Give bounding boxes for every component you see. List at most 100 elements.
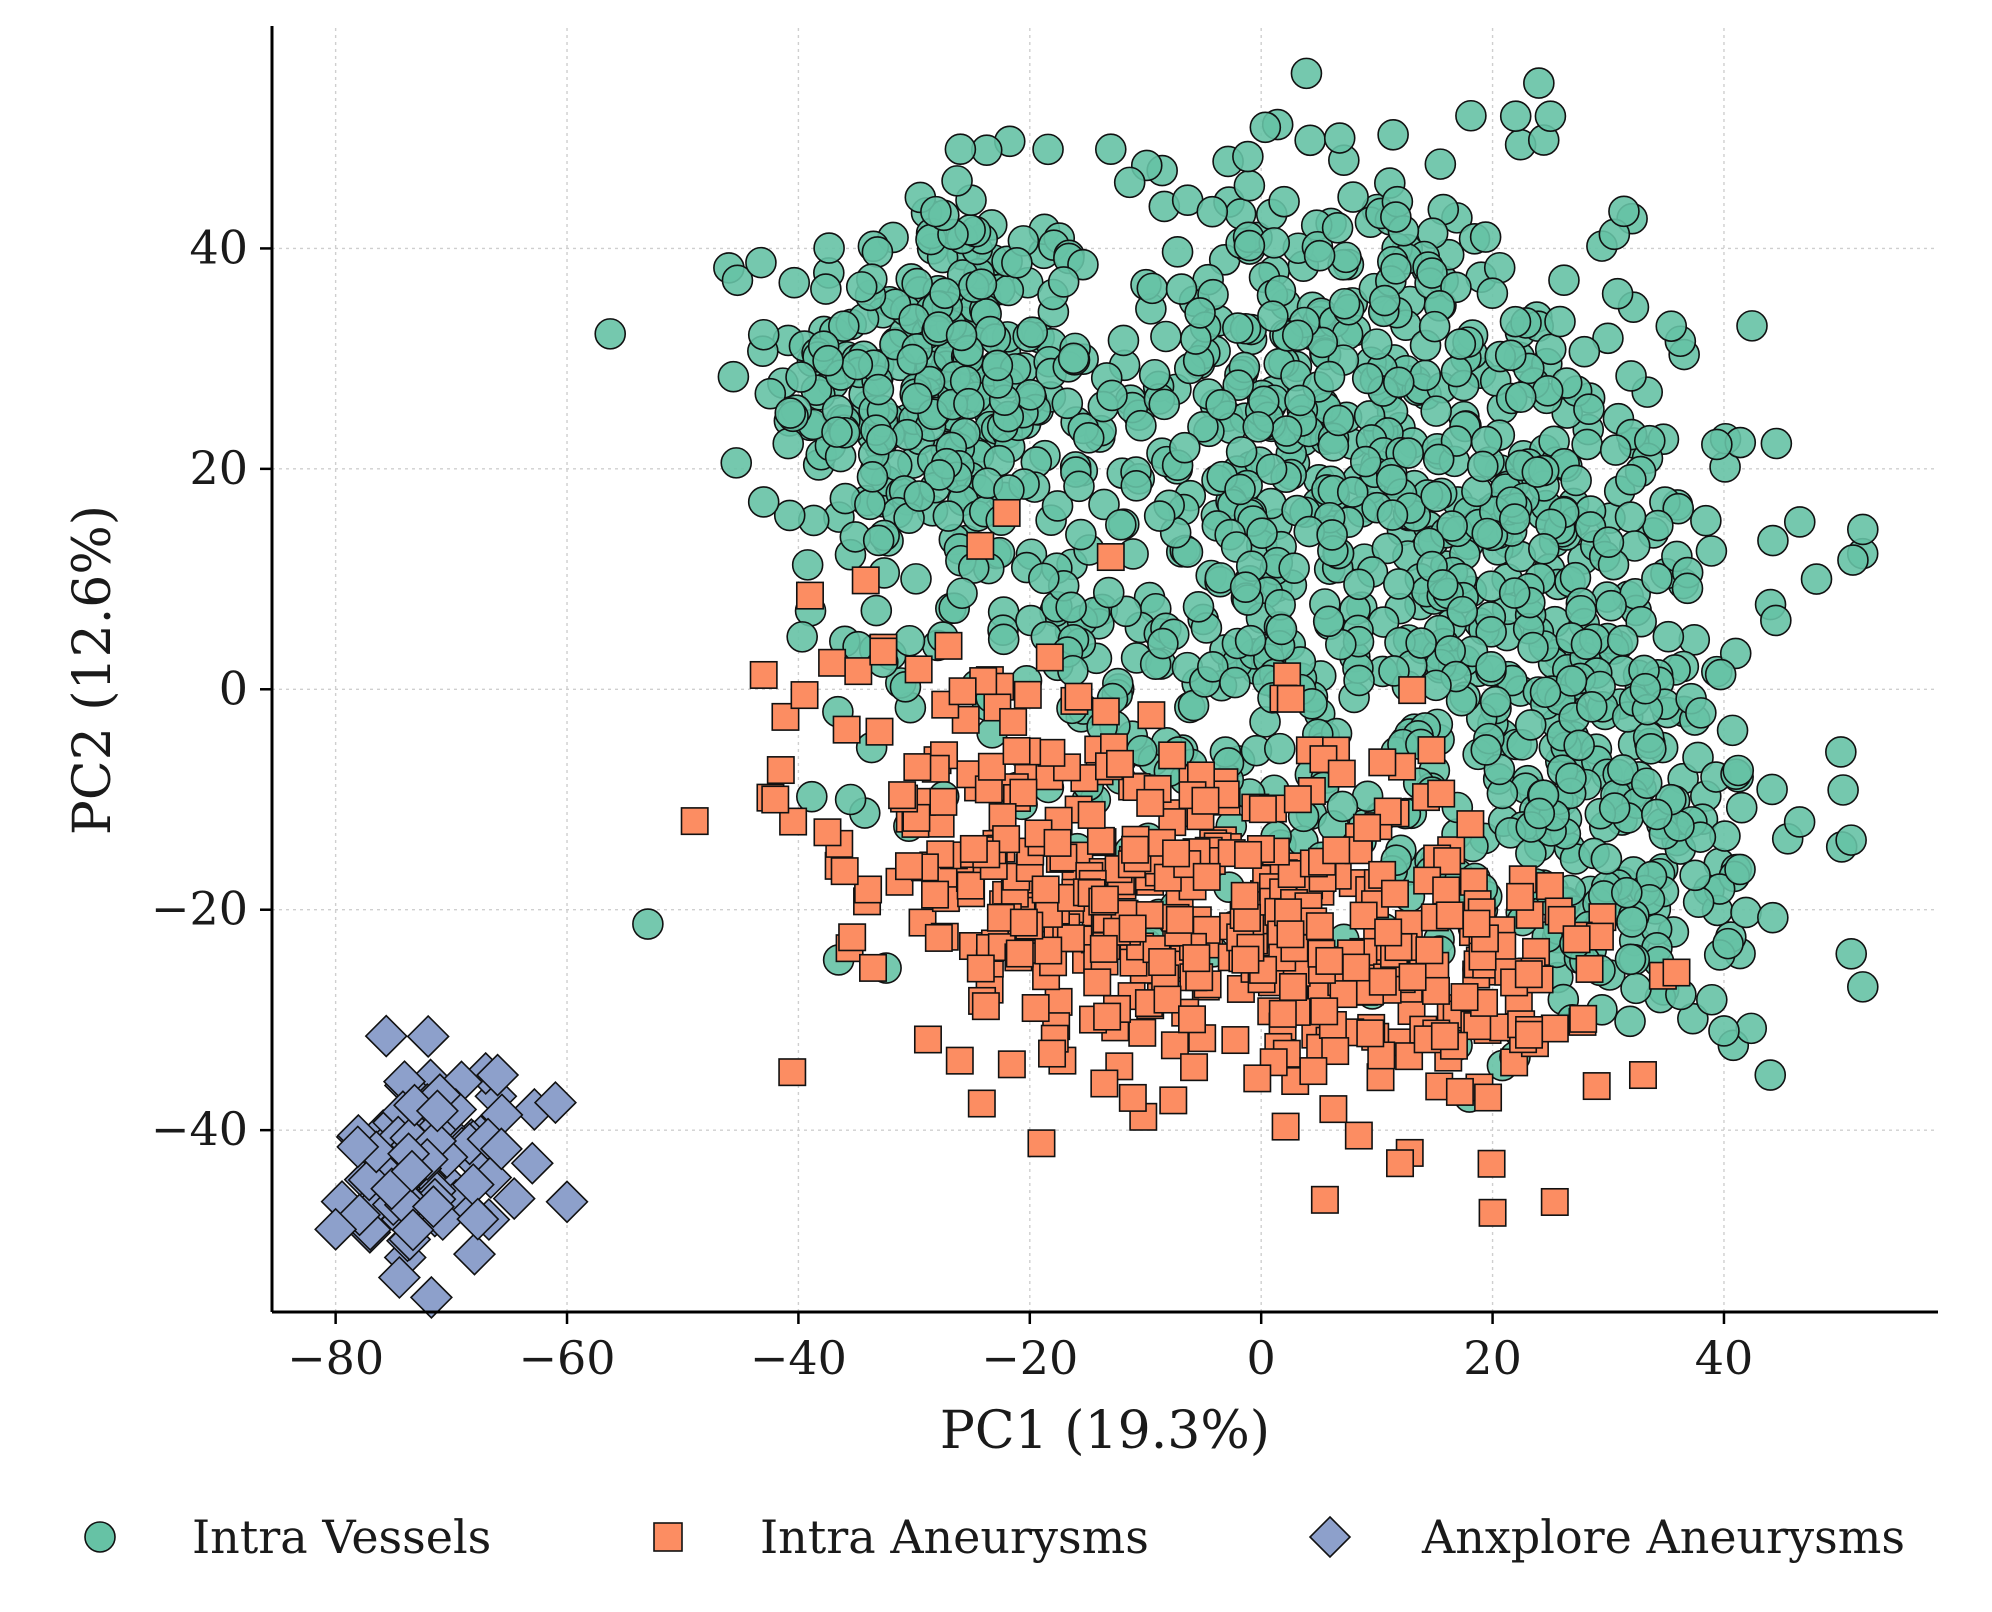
anxplore-aneurysms-point <box>452 1232 497 1276</box>
intra-aneurysms-point <box>1585 922 1614 951</box>
intra-vessels-point <box>1028 562 1060 595</box>
intra-vessels-point <box>786 621 818 653</box>
intra-vessels-point <box>1570 628 1603 660</box>
anxplore-aneurysms-point <box>377 1255 421 1300</box>
intra-aneurysms-point <box>1178 1005 1207 1034</box>
intra-aneurysms-point <box>844 657 873 686</box>
intra-vessels-point <box>1712 927 1744 960</box>
intra-vessels-point <box>1094 133 1127 166</box>
intra-vessels-point <box>970 134 1003 166</box>
intra-vessels-point <box>1601 277 1634 310</box>
intra-vessels-point <box>929 277 961 310</box>
intra-vessels-point <box>941 165 973 197</box>
intra-vessels-point <box>1380 252 1412 285</box>
intra-aneurysms-point <box>766 756 795 785</box>
intra-aneurysms-point <box>1514 960 1543 989</box>
intra-aneurysms-point <box>1356 1019 1385 1048</box>
intra-vessels-point <box>1016 316 1049 348</box>
intra-vessels-point <box>1614 1005 1646 1038</box>
intra-vessels-point <box>1047 266 1080 298</box>
axes <box>260 26 1938 1324</box>
intra-vessels-point <box>1724 853 1756 886</box>
intra-vessels-point <box>1143 500 1176 532</box>
intra-vessels-point <box>1534 100 1567 132</box>
intra-aneurysms-point <box>1327 759 1356 788</box>
intra-vessels-point <box>1234 624 1267 657</box>
intra-aneurysms-point <box>1096 543 1125 572</box>
intra-aneurysms-point <box>1248 795 1277 824</box>
anxplore-aneurysms-point <box>314 1207 358 1251</box>
intra-vessels-point <box>1641 798 1673 831</box>
intra-vessels-point <box>1800 563 1833 595</box>
intra-vessels-point <box>1846 513 1879 546</box>
intra-vessels-point <box>594 318 627 350</box>
intra-vessels-point <box>1499 100 1532 132</box>
intra-vessels-point <box>1001 247 1033 279</box>
intra-aneurysms-point <box>1435 901 1464 930</box>
intra-vessels-point <box>1382 366 1415 399</box>
intra-aneurysms-point <box>1569 1004 1598 1033</box>
intra-vessels-point <box>1326 790 1359 823</box>
intra-vessels-point <box>1521 456 1554 488</box>
intra-vessels-point <box>1063 470 1095 503</box>
intra-vessels-point <box>1529 676 1562 709</box>
intra-vessels-point <box>1825 736 1857 768</box>
intra-vessels-point <box>1606 624 1639 657</box>
intra-vessels-point <box>865 423 898 456</box>
intra-vessels-point <box>1055 591 1087 624</box>
intra-aneurysms-point <box>1540 1187 1569 1216</box>
intra-vessels-point <box>945 319 978 352</box>
intra-vessels-point <box>1418 310 1451 343</box>
intra-vessels-point <box>1270 415 1303 447</box>
intra-vessels-point <box>1735 1012 1768 1045</box>
anxplore-aneurysms-point <box>390 1149 434 1193</box>
intra-aneurysms-point <box>1118 1083 1147 1112</box>
intra-aneurysms-point <box>1153 985 1182 1014</box>
intra-aneurysms-point <box>854 875 883 904</box>
intra-aneurysms-point <box>813 818 842 847</box>
intra-aneurysms-point <box>956 871 985 900</box>
intra-vessels-point <box>810 273 842 305</box>
intra-vessels-point <box>1523 67 1555 99</box>
intra-aneurysms-point <box>1353 813 1382 842</box>
anxplore-aneurysms-point <box>533 1081 577 1125</box>
intra-vessels-point <box>1092 576 1125 609</box>
anxplore-aneurysms-point <box>391 1208 435 1252</box>
intra-vessels-point <box>1113 166 1146 199</box>
intra-vessels-point <box>1051 387 1084 420</box>
intra-aneurysms-point <box>1432 876 1461 905</box>
intra-vessels-point <box>1514 709 1547 741</box>
intra-vessels-point <box>946 577 978 610</box>
intra-vessels-point <box>1685 697 1717 729</box>
intra-vessels-point <box>1247 385 1280 418</box>
intra-aneurysms-point <box>818 648 847 677</box>
intra-vessels-point <box>1257 300 1289 332</box>
intra-vessels-point <box>841 348 874 381</box>
intra-vessels-point <box>861 236 894 268</box>
intra-vessels-point <box>812 344 844 377</box>
intra-aneurysms-point <box>1035 643 1064 672</box>
intra-vessels-point <box>1313 360 1346 393</box>
intra-vessels-point <box>772 427 805 460</box>
intra-vessels-point <box>717 360 750 393</box>
intra-vessels-point <box>1168 431 1201 464</box>
intra-aneurysms-point <box>1180 1053 1209 1082</box>
anxplore-aneurysms-point <box>510 1141 554 1185</box>
intra-aneurysms-point <box>904 655 933 684</box>
intra-vessels-point <box>1392 437 1425 469</box>
intra-vessels-point <box>1544 305 1576 338</box>
intra-vessels-point <box>944 133 977 166</box>
intra-vessels-point <box>1312 605 1345 638</box>
intra-vessels-point <box>1294 124 1326 157</box>
legend-label-intra-vessels: Intra Vessels <box>192 1510 491 1564</box>
intra-vessels-point <box>1444 328 1477 360</box>
intra-vessels-point <box>1476 277 1509 310</box>
intra-vessels-point <box>1592 526 1625 559</box>
intra-aneurysms-point <box>1344 1121 1373 1150</box>
intra-vessels-point <box>1041 490 1074 522</box>
intra-vessels-point <box>953 387 985 420</box>
intra-aneurysms-point <box>1430 1022 1459 1051</box>
intra-vessels-point <box>1278 552 1310 584</box>
intra-aneurysms-point <box>1474 1083 1503 1112</box>
